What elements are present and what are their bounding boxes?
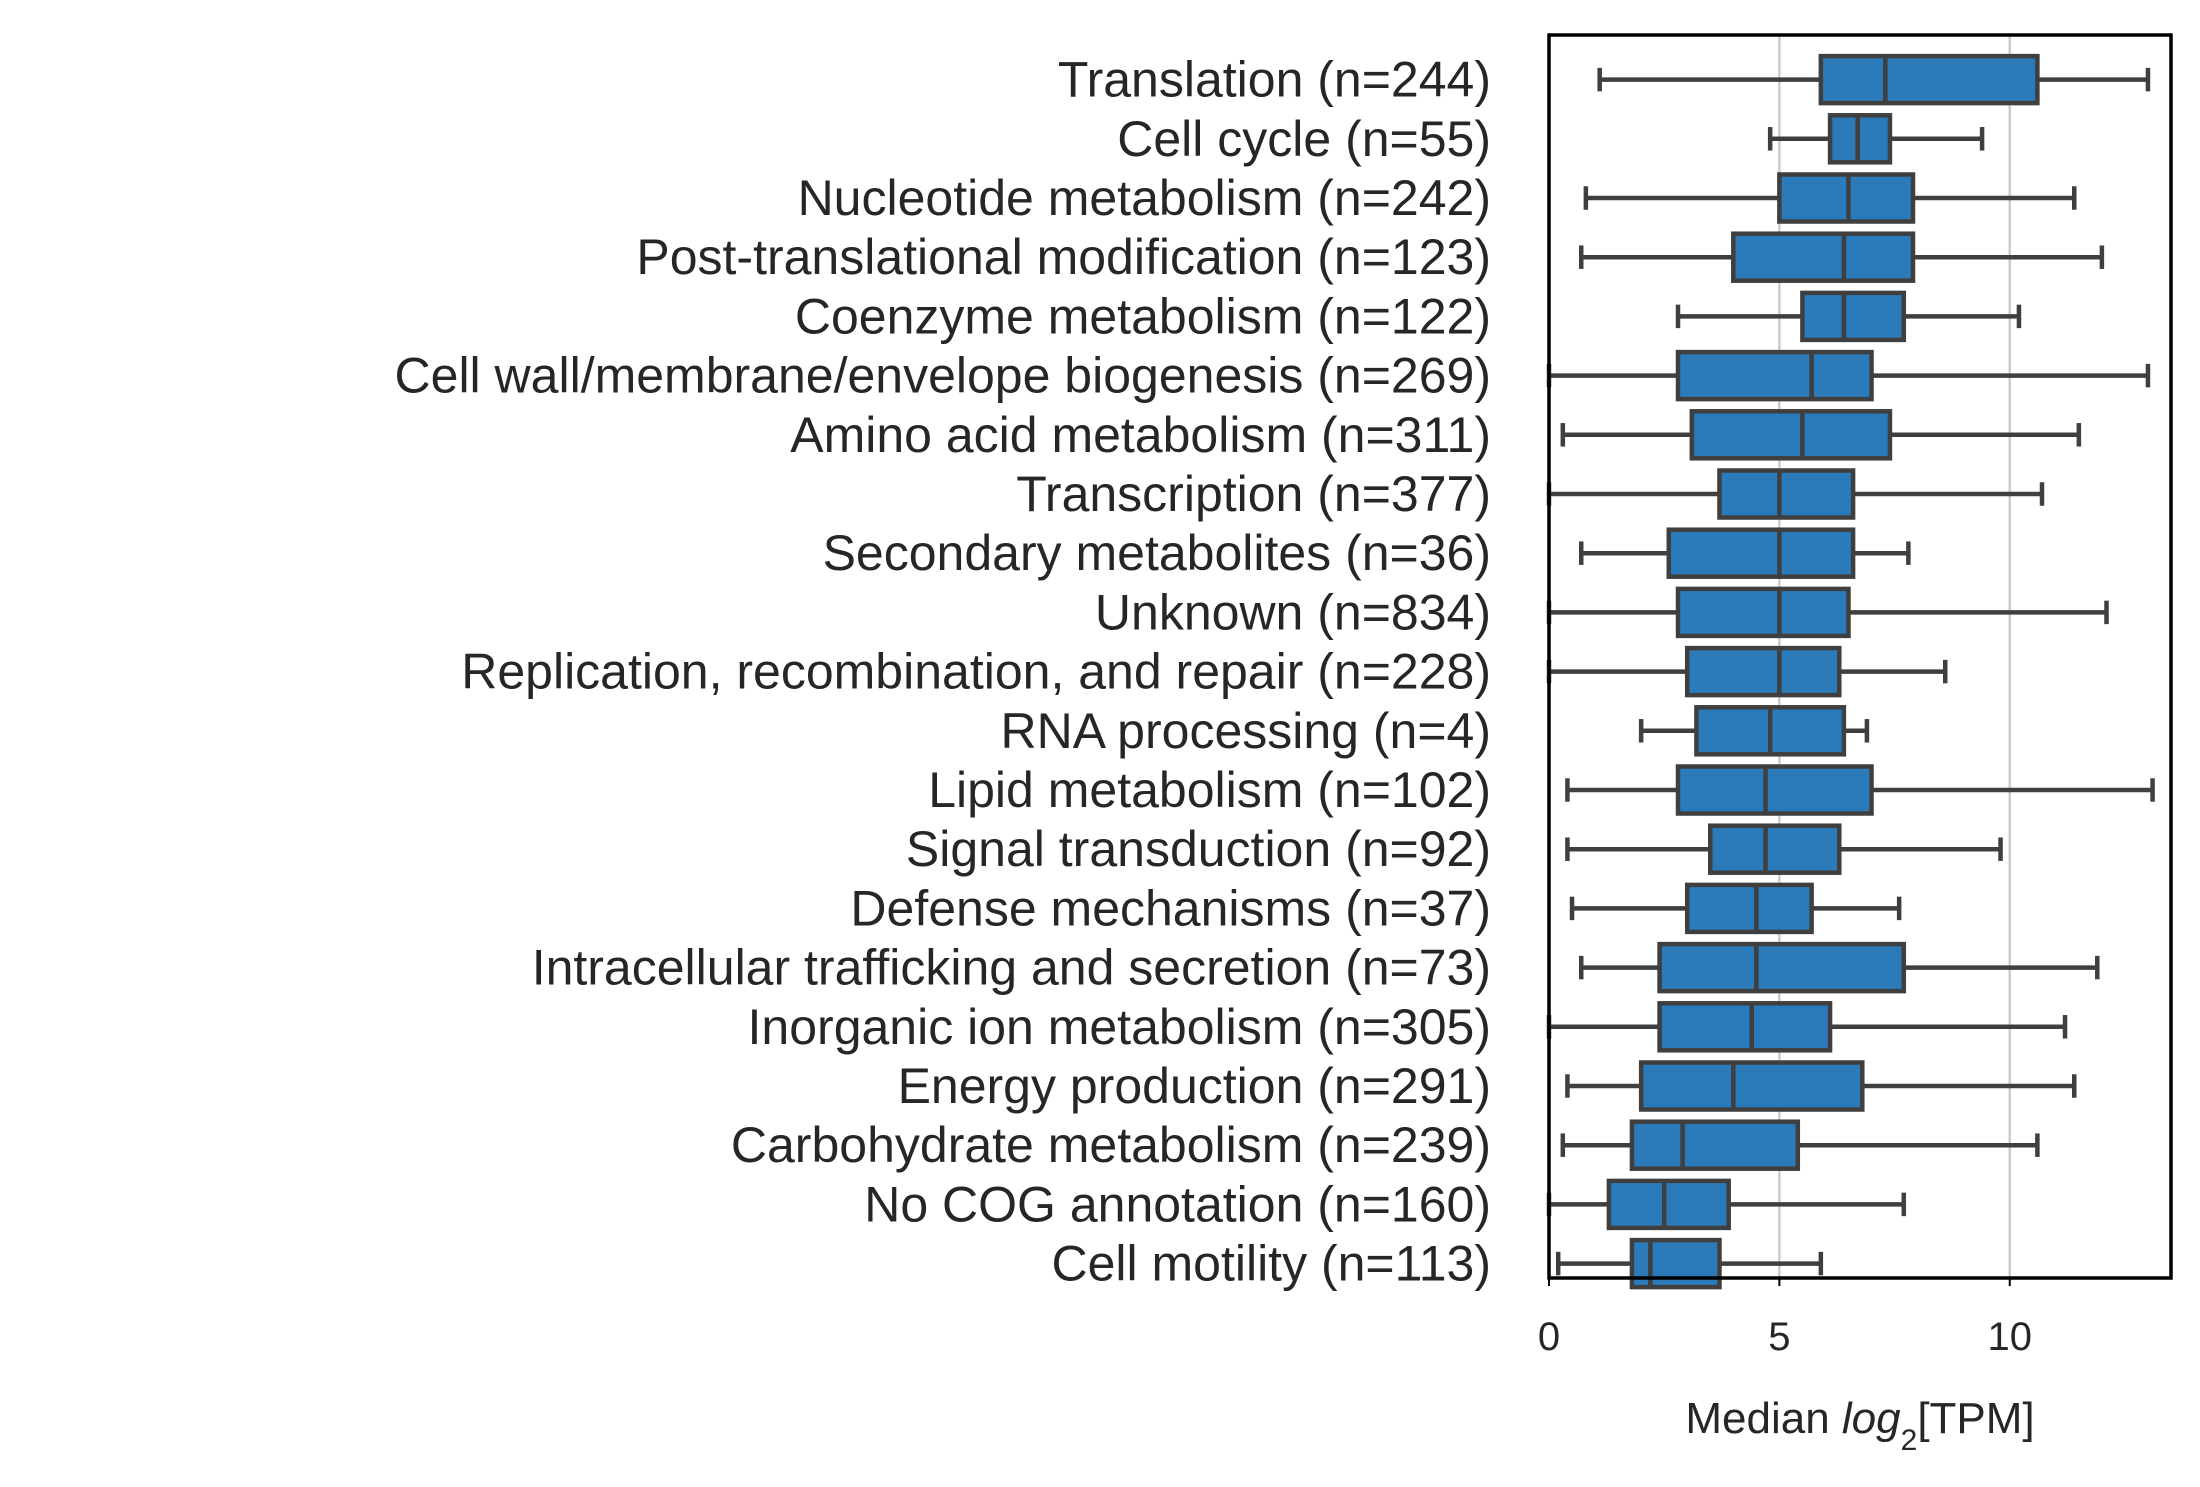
category-label-10: Replication, recombination, and repair (… bbox=[461, 644, 1491, 700]
box-row-18 bbox=[1560, 1119, 2040, 1171]
iqr-box bbox=[1638, 1060, 1865, 1112]
x-tick-label-0: 0 bbox=[1538, 1315, 1560, 1359]
category-label-17: Energy production (n=291) bbox=[898, 1058, 1491, 1114]
iqr-box bbox=[1777, 172, 1916, 224]
x-axis-title-subscript: 2 bbox=[1901, 1424, 1918, 1457]
box-row-5 bbox=[1546, 349, 2151, 402]
iqr-box bbox=[1800, 290, 1907, 343]
category-label-0: Translation (n=244) bbox=[1058, 52, 1491, 108]
category-label-9: Unknown (n=834) bbox=[1095, 584, 1491, 640]
category-label-15: Intracellular trafficking and secretion … bbox=[532, 940, 1491, 996]
category-label-14: Defense mechanisms (n=37) bbox=[850, 880, 1491, 936]
box-row-6 bbox=[1560, 409, 2082, 461]
box-row-17 bbox=[1565, 1060, 2077, 1112]
box-row-9 bbox=[1546, 586, 2109, 639]
category-label-6: Amino acid metabolism (n=311) bbox=[790, 407, 1491, 463]
category-labels: Translation (n=244)Cell cycle (n=55)Nucl… bbox=[395, 52, 1491, 1292]
iqr-box bbox=[1606, 1178, 1731, 1231]
category-label-8: Secondary metabolites (n=36) bbox=[823, 525, 1491, 581]
category-label-19: No COG annotation (n=160) bbox=[864, 1176, 1491, 1232]
box-row-4 bbox=[1675, 290, 2022, 343]
box-row-11 bbox=[1638, 705, 1870, 757]
box-row-19 bbox=[1546, 1178, 1907, 1231]
x-tick-label-10: 10 bbox=[1987, 1315, 2032, 1359]
plot-frame bbox=[1547, 33, 2173, 1280]
box-series bbox=[1546, 53, 2155, 1290]
iqr-box bbox=[1717, 468, 1856, 520]
x-axis-title-suffix: [TPM] bbox=[1917, 1394, 2034, 1443]
iqr-box bbox=[1684, 882, 1814, 935]
iqr-box bbox=[1629, 1237, 1722, 1290]
category-label-3: Post-translational modification (n=123) bbox=[636, 229, 1491, 285]
box-row-20 bbox=[1555, 1237, 1824, 1290]
category-label-1: Cell cycle (n=55) bbox=[1117, 111, 1491, 167]
box-row-16 bbox=[1546, 1001, 2068, 1053]
category-label-11: RNA processing (n=4) bbox=[1000, 703, 1491, 759]
box-row-14 bbox=[1569, 882, 1902, 935]
box-row-13 bbox=[1565, 823, 2003, 875]
box-row-8 bbox=[1579, 527, 1911, 579]
category-label-20: Cell motility (n=113) bbox=[1051, 1236, 1491, 1292]
iqr-box bbox=[1675, 349, 1874, 402]
iqr-box bbox=[1629, 1119, 1801, 1171]
x-axis-title-prefix: Median bbox=[1685, 1394, 1842, 1443]
box-row-2 bbox=[1583, 172, 2077, 224]
box-row-7 bbox=[1546, 468, 2045, 520]
x-axis-title: Median log2[TPM] bbox=[1685, 1394, 2034, 1457]
iqr-box bbox=[1666, 527, 1856, 579]
category-label-13: Signal transduction (n=92) bbox=[906, 821, 1491, 877]
x-axis-ticks: 0 5 10 bbox=[1538, 1278, 2032, 1359]
iqr-box bbox=[1657, 1001, 1833, 1053]
iqr-box bbox=[1657, 941, 1907, 994]
iqr-box bbox=[1684, 645, 1842, 698]
x-tick-label-5: 5 bbox=[1768, 1315, 1790, 1359]
iqr-box bbox=[1708, 823, 1842, 875]
box-row-10 bbox=[1546, 645, 1948, 698]
iqr-box bbox=[1675, 586, 1851, 639]
category-label-16: Inorganic ion metabolism (n=305) bbox=[748, 999, 1491, 1055]
iqr-box bbox=[1689, 409, 1893, 461]
x-axis-title-italic: log bbox=[1842, 1394, 1901, 1443]
iqr-box bbox=[1675, 764, 1874, 816]
iqr-box bbox=[1818, 53, 2040, 106]
iqr-box bbox=[1731, 231, 1916, 283]
category-label-12: Lipid metabolism (n=102) bbox=[928, 762, 1491, 818]
box-row-12 bbox=[1565, 764, 2155, 816]
iqr-box bbox=[1827, 113, 1893, 165]
category-label-4: Coenzyme metabolism (n=122) bbox=[795, 288, 1491, 344]
box-row-3 bbox=[1579, 231, 2105, 283]
category-label-7: Transcription (n=377) bbox=[1016, 466, 1491, 522]
category-label-5: Cell wall/membrane/envelope biogenesis (… bbox=[395, 348, 1491, 404]
category-label-2: Nucleotide metabolism (n=242) bbox=[798, 170, 1491, 226]
box-row-0 bbox=[1597, 53, 2151, 106]
category-label-18: Carbohydrate metabolism (n=239) bbox=[731, 1117, 1491, 1173]
box-row-1 bbox=[1767, 113, 1985, 165]
box-row-15 bbox=[1579, 941, 2100, 994]
